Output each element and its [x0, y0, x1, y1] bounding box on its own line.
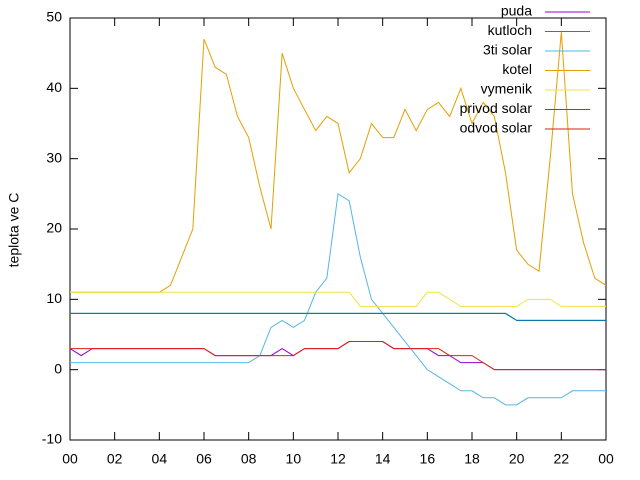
legend-label: vymenik	[481, 81, 533, 97]
x-tick-label: 18	[464, 451, 480, 467]
series-line	[70, 341, 606, 371]
legend-label: 3ti solar	[483, 42, 532, 58]
x-tick-label: 14	[375, 451, 391, 467]
legend-label: kutloch	[488, 22, 532, 38]
x-tick-label: 10	[286, 451, 302, 467]
legend-label: kotel	[502, 61, 532, 77]
y-tick-label: 40	[46, 79, 62, 95]
series-line	[70, 312, 606, 321]
y-tick-label: 30	[46, 149, 62, 165]
series-line	[70, 192, 606, 406]
x-tick-label: 12	[330, 451, 346, 467]
y-tick-label: -10	[42, 431, 62, 447]
x-tick-label: 00	[598, 451, 614, 467]
y-tick-label: 0	[54, 360, 62, 376]
y-tick-label: 50	[46, 9, 62, 25]
series-line	[69, 341, 606, 371]
x-tick-label: 22	[554, 451, 570, 467]
x-tick-label: 00	[62, 451, 78, 467]
y-tick-label: 10	[46, 290, 62, 306]
y-axis-label: teplota ve C	[6, 193, 22, 268]
series-line	[70, 291, 606, 307]
x-tick-label: 06	[196, 451, 212, 467]
x-tick-label: 16	[420, 451, 436, 467]
x-tick-label: 20	[509, 451, 525, 467]
y-tick-label: 20	[46, 220, 62, 236]
x-tick-label: 04	[152, 451, 168, 467]
legend-label: puda	[501, 3, 532, 19]
series-line	[70, 312, 606, 321]
x-tick-label: 08	[241, 451, 257, 467]
legend-label: odvod solar	[460, 120, 533, 136]
x-tick-label: 02	[107, 451, 123, 467]
legend-label: privod solar	[460, 100, 533, 116]
